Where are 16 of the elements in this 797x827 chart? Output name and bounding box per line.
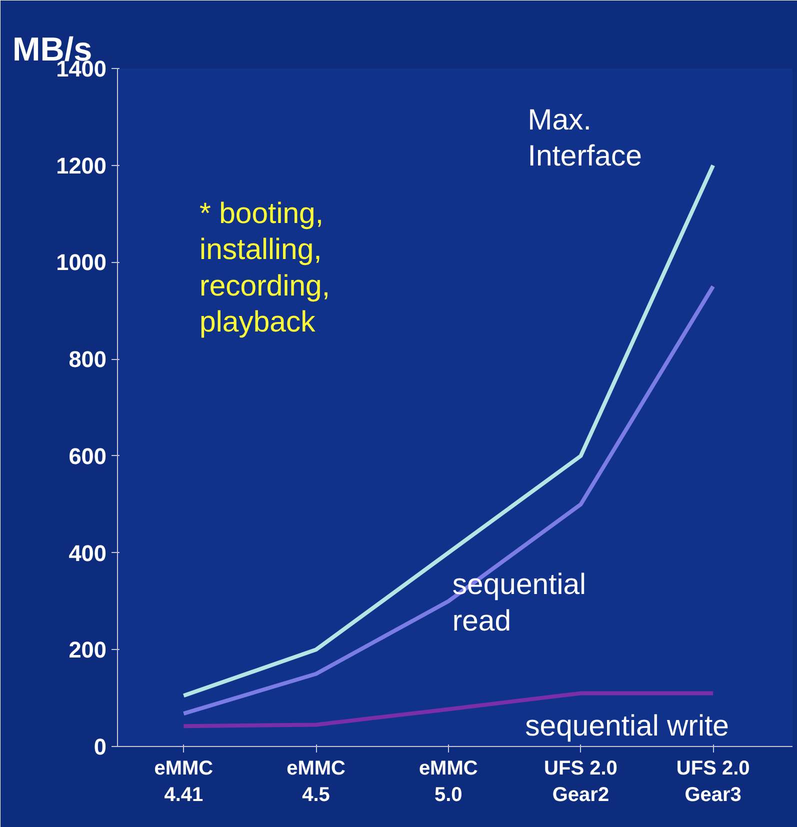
x-tick-label: eMMC 4.5 bbox=[286, 758, 346, 806]
x-tick-label: UFS 2.0 Gear2 bbox=[544, 758, 618, 806]
x-tick-label: UFS 2.0 Gear3 bbox=[676, 758, 750, 806]
series-label: sequential read bbox=[452, 568, 586, 638]
series-label: sequential write bbox=[525, 710, 729, 743]
y-tick-label: 0 bbox=[94, 734, 107, 760]
y-tick-label: 600 bbox=[68, 442, 107, 469]
x-tick-label: eMMC 4.41 bbox=[154, 758, 214, 806]
y-tick-label: 1200 bbox=[56, 152, 107, 178]
y-tick-label: 800 bbox=[68, 346, 107, 372]
y-tick-label: 1000 bbox=[56, 249, 107, 276]
y-tick-label: 400 bbox=[68, 540, 107, 566]
y-tick-label: 200 bbox=[68, 636, 107, 663]
annotation: * booting, installing, recording, playback bbox=[200, 196, 330, 339]
x-tick-label: eMMC 5.0 bbox=[418, 758, 478, 806]
text: Max. Interface bbox=[528, 103, 642, 173]
